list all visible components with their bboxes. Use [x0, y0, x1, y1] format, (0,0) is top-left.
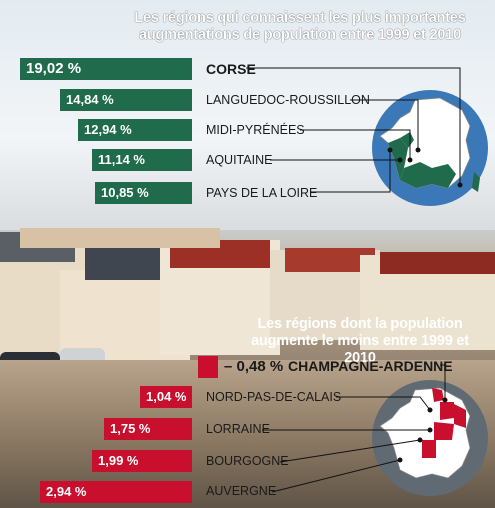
bar-languedoc-roussillon: 14,84 %	[60, 89, 192, 111]
label-nord-pas-de-calais: NORD-PAS-DE-CALAIS	[206, 390, 342, 404]
france-map-bottom	[372, 380, 488, 496]
bar-bourgogne: 1,99 %	[92, 450, 192, 472]
label-bourgogne: BOURGOGNE	[206, 454, 289, 468]
label-languedoc-roussillon: LANGUEDOC-ROUSSILLON	[206, 93, 370, 107]
chart-title-bottom: Les régions dont la population augmente …	[251, 316, 469, 366]
label-champagne-ardenne-value: – 0,48 %	[224, 358, 284, 375]
bar-aquitaine: 11,14 %	[92, 149, 192, 171]
bar-pays-de-la-loire: 10,85 %	[95, 182, 192, 204]
chart-title-top: Les régions qui connaissent les plus imp…	[134, 10, 466, 43]
bar-nord-pas-de-calais: 1,04 %	[140, 386, 192, 408]
bar-midi-pyrenees: 12,94 %	[78, 119, 192, 141]
label-aquitaine: AQUITAINE	[206, 153, 273, 167]
label-champagne-ardenne: CHAMPAGNE-ARDENNE	[288, 358, 453, 374]
bar-auvergne: 2,94 %	[40, 481, 192, 503]
bar-lorraine: 1,75 %	[104, 418, 192, 440]
label-midi-pyrenees: MIDI-PYRÉNÉES	[206, 123, 305, 137]
label-auvergne: AUVERGNE	[206, 484, 277, 498]
label-pays-de-la-loire: PAYS DE LA LOIRE	[206, 186, 318, 200]
bar-corse: 19,02 %	[20, 58, 192, 80]
label-lorraine: LORRAINE	[206, 422, 270, 436]
bar-champagne-ardenne	[198, 356, 218, 378]
label-corse: CORSE	[206, 61, 256, 77]
